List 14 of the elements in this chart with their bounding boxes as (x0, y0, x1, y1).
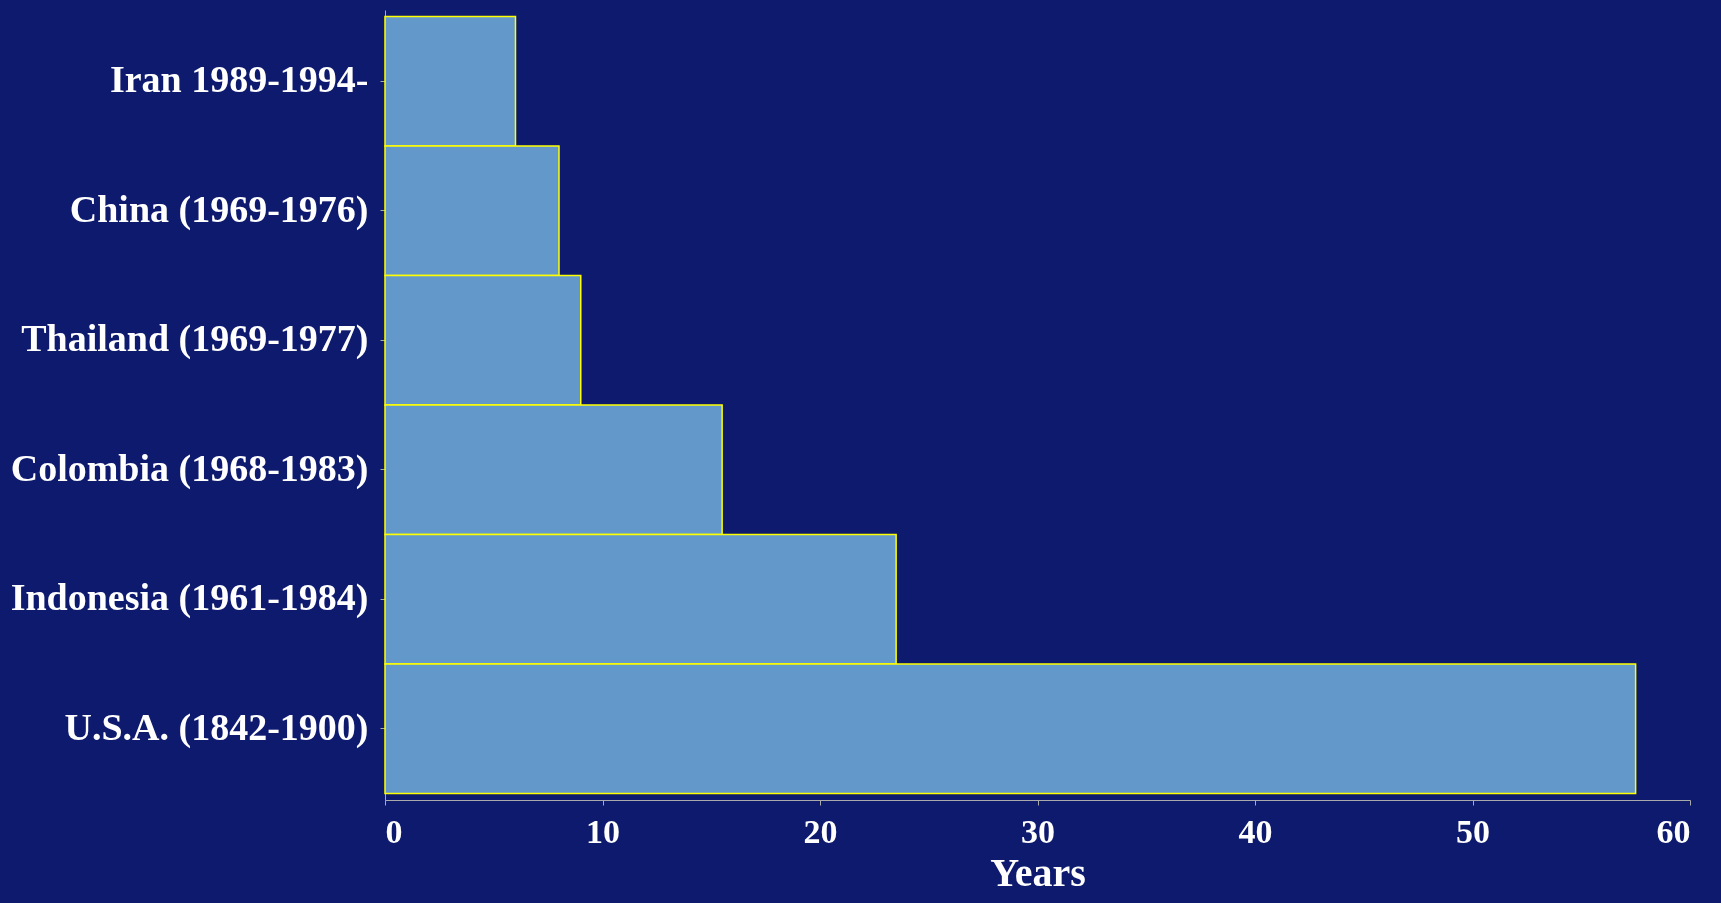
x-tick-label: 10 (586, 812, 620, 850)
x-tick-label: 50 (1456, 812, 1490, 850)
y-tick-label: Iran 1989-1994- (109, 58, 369, 101)
y-tick-label: Indonesia (1961-1984) (10, 576, 369, 620)
x-tick-label: 30 (1021, 812, 1055, 850)
y-tick-label: U.S.A. (1842-1900) (64, 705, 369, 749)
x-axis-title: Years (990, 849, 1086, 895)
y-tick-label: China (1969-1976) (69, 187, 369, 231)
x-tick-label: 20 (803, 812, 838, 850)
y-tick-label: Colombia (1968-1983) (10, 446, 369, 490)
y-tick-label: Thailand (1969-1977) (21, 317, 369, 361)
x-tick-label: 0 (385, 812, 403, 850)
x-tick-label: 60 (1656, 812, 1691, 850)
x-tick-label: 40 (1238, 812, 1273, 850)
